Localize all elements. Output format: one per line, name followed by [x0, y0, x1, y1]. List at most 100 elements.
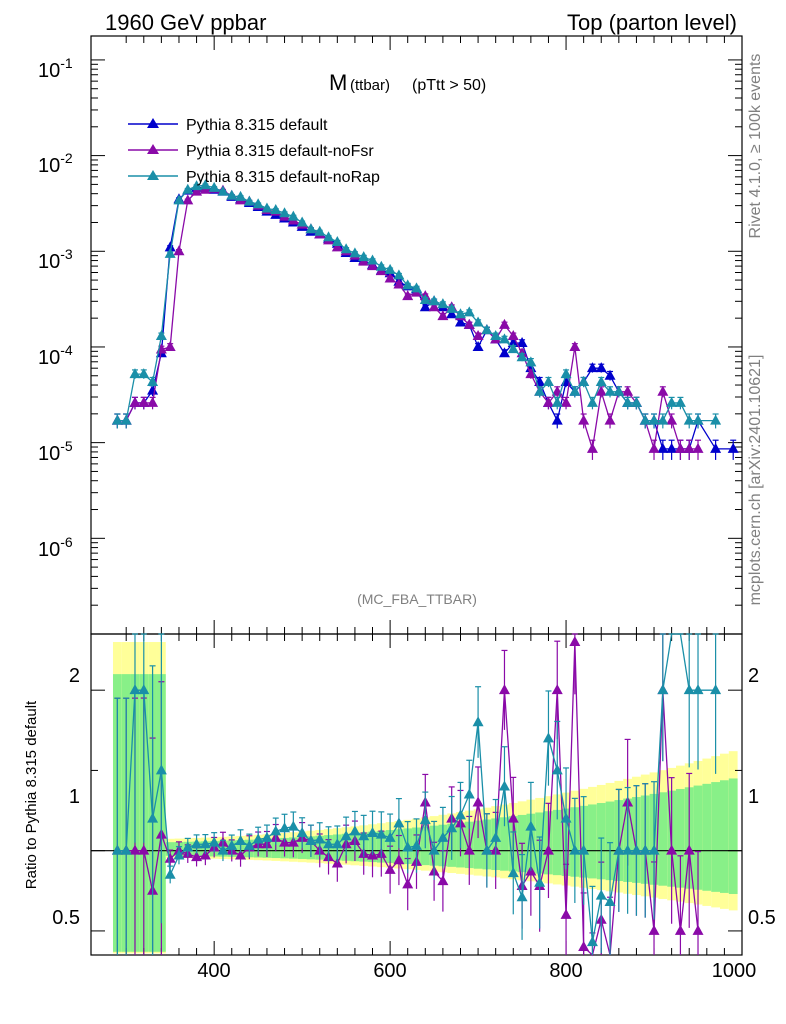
ratio-point-noRap-860 [613, 844, 625, 855]
band-inner-350 [165, 842, 175, 856]
point-noFsr-760 [525, 368, 537, 379]
ratio-point-noRap-570 [358, 830, 370, 841]
main-y-tick-labels: 10-1 10-2 10-3 10-4 10-5 10-6 [38, 55, 73, 561]
point-noFsr-870 [622, 385, 634, 396]
legend-label-default: Pythia 8.315 default [186, 117, 328, 134]
y-tick-label-1e-1: 10-1 [38, 55, 73, 82]
ratio-point-noRap-750 [516, 891, 528, 902]
x-tick-800: 800 [549, 960, 582, 982]
ratio-point-noRap-520 [314, 833, 326, 844]
ratio-point-noFsr-800 [560, 908, 572, 919]
point-noRap-940 [683, 414, 695, 425]
ratio-point-noRap-670 [446, 822, 458, 833]
point-noRap-910 [657, 414, 669, 425]
point-noFsr-910 [657, 385, 669, 396]
point-noRap-820 [578, 376, 590, 387]
point-default-790 [551, 414, 563, 425]
point-noFsr-610 [393, 278, 405, 289]
rivet-version-label: Rivet 4.1.0, ≥ 100k events [747, 54, 764, 239]
line-noFsr [117, 188, 699, 450]
ratio-point-noRap-430 [235, 835, 247, 846]
ratio-point-noRap-320 [138, 684, 150, 695]
legend-entry-nofsr: Pythia 8.315 default-noFsr [128, 143, 374, 160]
ratio-point-noRap-380 [191, 838, 203, 849]
ratio-point-noRap-450 [252, 833, 264, 844]
point-noRap-740 [507, 343, 519, 354]
ratio-y-tick-0-5: 0.5 [52, 907, 80, 929]
legend: Pythia 8.315 default Pythia 8.315 defaul… [128, 117, 380, 186]
ratio-point-noFsr-950 [692, 924, 704, 935]
point-noFsr-540 [331, 241, 343, 252]
ratio-point-noFsr-490 [287, 836, 299, 847]
point-noFsr-310 [129, 396, 141, 407]
point-noRap-790 [551, 396, 563, 407]
ratio-point-noRap-410 [217, 844, 229, 855]
ratio-point-noRap-840 [595, 889, 607, 900]
y-tick-label-1e-3: 10-3 [38, 246, 73, 273]
ratio-point-noRap-640 [419, 814, 431, 825]
ratio-point-noRap-540 [331, 838, 343, 849]
legend-entry-default: Pythia 8.315 default [128, 117, 328, 134]
ratio-y-tick-1-right: 1 [748, 786, 759, 808]
ratio-point-noRap-730 [498, 780, 510, 791]
x-tick-400: 400 [197, 960, 230, 982]
point-noFsr-380 [191, 185, 203, 196]
y-tick-label-1e-2: 10-2 [38, 150, 73, 177]
point-noFsr-700 [472, 330, 484, 341]
line-default [117, 186, 734, 450]
point-noRap-930 [674, 396, 686, 407]
y-tick-label-1e-5: 10-5 [38, 438, 73, 465]
point-noRap-850 [604, 385, 616, 396]
point-noRap-710 [481, 324, 493, 335]
point-default-730 [498, 347, 510, 358]
plot-title: M (ttbar) (pTtt > 50) [329, 70, 486, 95]
legend-marker-nofsr [147, 144, 159, 154]
ratio-point-noRap-710 [481, 844, 493, 855]
point-noRap-410 [217, 185, 229, 196]
point-noRap-700 [472, 316, 484, 327]
analysis-watermark: (MC_FBA_TTBAR) [357, 591, 477, 607]
ratio-point-noRap-740 [507, 867, 519, 878]
ratio-point-noFsr-930 [674, 924, 686, 935]
band-inner-980 [720, 780, 729, 893]
ratio-y-tick-0-5-right: 0.5 [748, 907, 776, 929]
ratio-point-noRap-390 [199, 838, 211, 849]
point-noFsr-840 [595, 385, 607, 396]
ratio-point-noFsr-430 [235, 849, 247, 860]
point-noRap-680 [454, 308, 466, 319]
legend-marker-default [147, 118, 159, 128]
point-noRap-470 [270, 204, 282, 215]
point-default-680 [454, 316, 466, 327]
ratio-point-noRap-290 [111, 844, 123, 855]
point-noFsr-900 [648, 442, 660, 453]
band-inner-830 [588, 804, 597, 879]
point-noRap-810 [569, 385, 581, 396]
ratio-point-noRap-650 [428, 844, 440, 855]
ratio-point-noRap-780 [542, 732, 554, 743]
ratio-point-noFsr-390 [199, 849, 211, 860]
point-noFsr-330 [147, 396, 159, 407]
point-noRap-450 [252, 198, 264, 209]
point-noRap-620 [402, 279, 414, 290]
point-default-830 [586, 362, 598, 373]
point-noRap-860 [613, 385, 625, 396]
point-noRap-580 [367, 254, 379, 265]
point-noRap-600 [384, 263, 396, 274]
legend-label-nofsr: Pythia 8.315 default-noFsr [186, 143, 374, 160]
plot-title-sub: (ttbar) [350, 77, 390, 94]
ratio-point-noFsr-660 [437, 875, 449, 886]
point-noFsr-830 [586, 442, 598, 453]
point-noRap-670 [446, 302, 458, 313]
ratio-point-noRap-350 [164, 868, 176, 879]
ratio-point-noRap-600 [384, 831, 396, 842]
ratio-point-noRap-950 [692, 684, 704, 695]
point-default-330 [147, 384, 159, 395]
point-default-990 [727, 442, 739, 453]
point-noFsr-620 [402, 290, 414, 301]
ratio-point-noRap-880 [630, 844, 642, 855]
ratio-point-noRap-340 [155, 764, 167, 775]
point-noRap-540 [331, 236, 343, 247]
point-noRap-900 [648, 414, 660, 425]
point-noFsr-730 [498, 318, 510, 329]
